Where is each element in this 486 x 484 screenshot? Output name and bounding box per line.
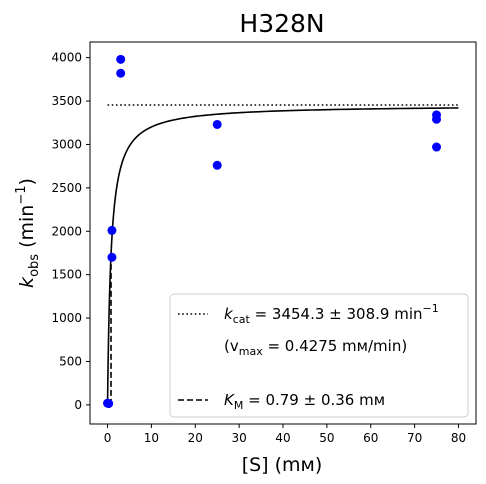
chart-marks (103, 54, 459, 409)
y-tick-label: 1500 (51, 268, 82, 282)
x-tick-label: 30 (231, 431, 246, 445)
legend-kcat-subscript: cat (233, 313, 251, 326)
data-point (107, 252, 117, 262)
data-point (212, 160, 222, 170)
x-tick-label: 0 (104, 431, 112, 445)
legend-vmax-entry: (vmax = 0.4275 mм/min) (224, 337, 407, 358)
data-point (104, 399, 114, 409)
legend-vmax-subscript: max (239, 345, 263, 358)
legend-box (169, 293, 469, 418)
legend-kcat-unit-superscript: −1 (423, 302, 439, 315)
legend-km-value: = 0.79 ± 0.36 mм (243, 391, 385, 409)
chart-title: H328N (239, 9, 324, 38)
legend-vmax-open: (v (224, 337, 239, 355)
x-axis-title: [S] (mм) (242, 454, 323, 476)
y-axis-title-subscript: obs (27, 254, 42, 277)
x-tick-label: 60 (363, 431, 378, 445)
y-tick-label: 2000 (51, 224, 82, 238)
data-point (116, 54, 126, 64)
y-axis-title: kobs (min−1) (14, 178, 42, 288)
x-tick-label: 70 (407, 431, 422, 445)
data-point (107, 225, 117, 235)
x-tick-label: 20 (188, 431, 203, 445)
y-tick-label: 4000 (51, 51, 82, 65)
x-tick-label: 80 (451, 431, 466, 445)
y-axis-title-unit: (min (16, 205, 38, 248)
x-tick-label: 10 (144, 431, 159, 445)
legend-km-entry: KM = 0.79 ± 0.36 mм (224, 391, 385, 412)
legend-kcat-value: = 3454.3 ± 308.9 min (250, 305, 423, 323)
data-point (432, 114, 442, 124)
y-axis-ticks: 0 500 1000 1500 2000 2500 3000 3500 4000 (51, 51, 90, 412)
x-tick-label: 50 (319, 431, 334, 445)
legend-kcat-entry: kcat = 3454.3 ± 308.9 min−1 (224, 302, 439, 326)
michaelis-menten-fit-curve (106, 107, 459, 402)
legend-vmax-value: = 0.4275 mм/min) (263, 337, 407, 355)
y-tick-label: 500 (59, 354, 82, 368)
x-axis-ticks: 0 10 20 30 40 50 60 70 80 (104, 424, 466, 445)
y-tick-label: 0 (74, 398, 82, 412)
legend-km-symbol: K (224, 391, 235, 409)
y-axis-title-unit-close: ) (16, 178, 38, 185)
data-point (116, 68, 126, 78)
legend-kcat-symbol: k (224, 305, 234, 323)
y-tick-label: 3000 (51, 137, 82, 151)
y-tick-label: 3500 (51, 94, 82, 108)
y-tick-label: 2500 (51, 181, 82, 195)
data-point (432, 142, 442, 152)
plot-area (89, 41, 477, 425)
legend-km-subscript: M (234, 399, 244, 412)
data-point (212, 119, 222, 129)
legend: kcat = 3454.3 ± 308.9 min−1 (vmax = 0.42… (169, 293, 469, 418)
y-axis-title-unit-superscript: −1 (14, 185, 29, 204)
x-tick-label: 40 (275, 431, 290, 445)
y-axis-title-symbol: k (16, 276, 38, 288)
y-tick-label: 1000 (51, 311, 82, 325)
